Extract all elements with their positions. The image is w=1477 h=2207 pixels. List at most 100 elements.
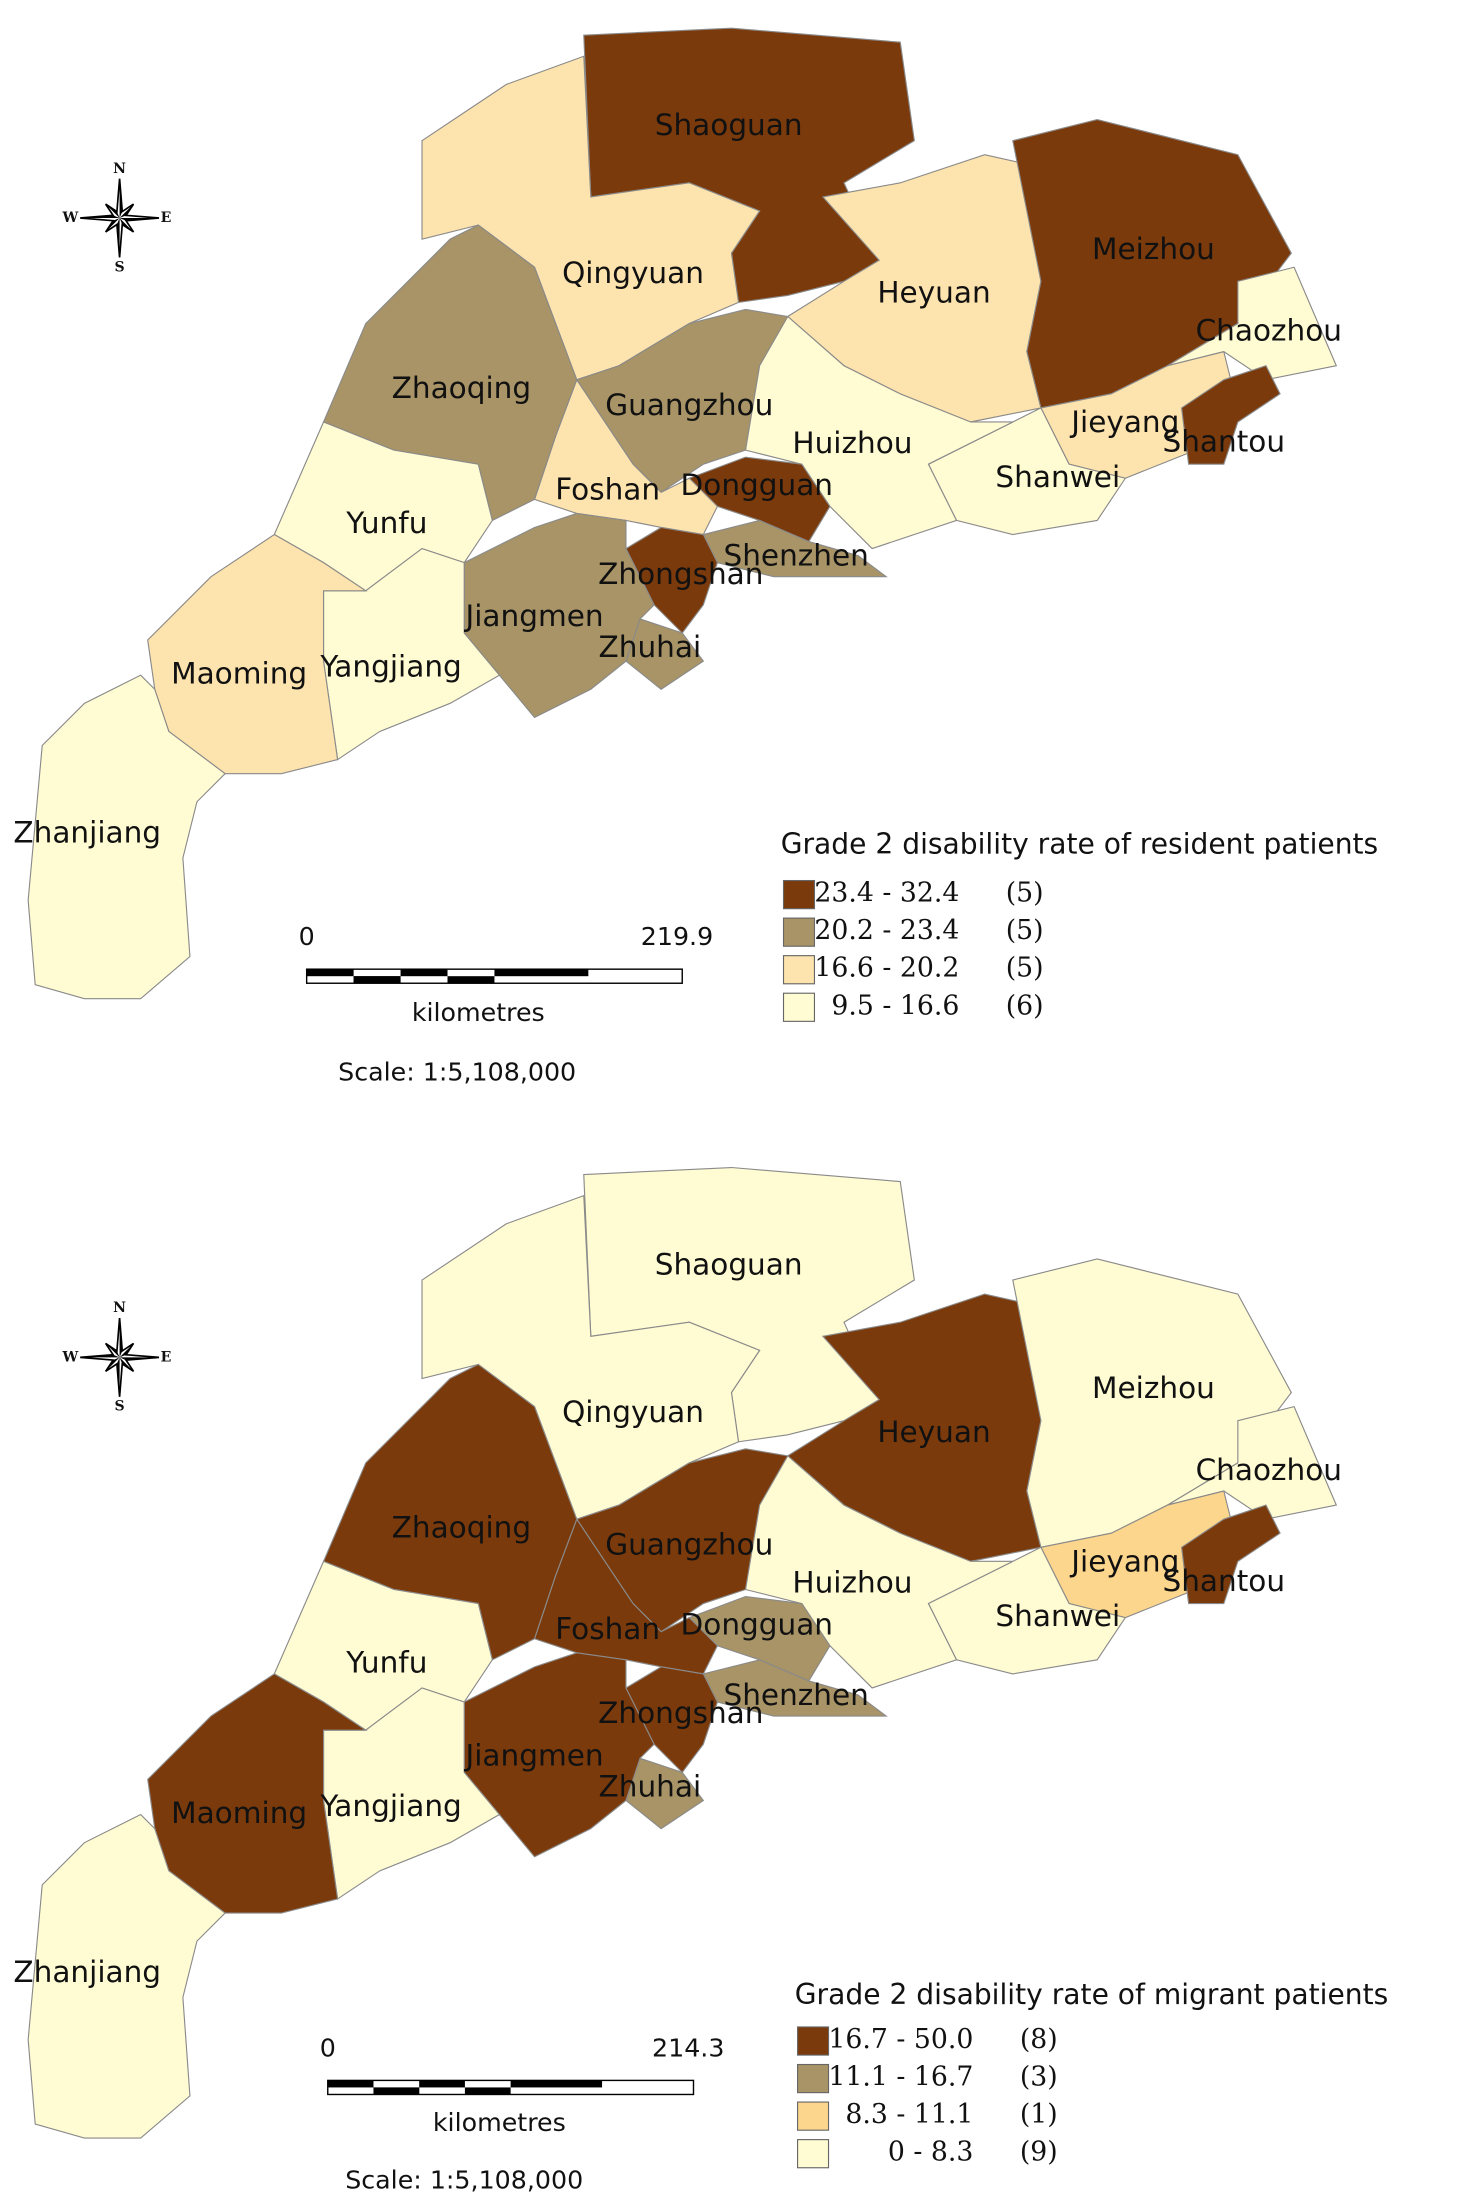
- legend-range: 16.7 - 50.0: [828, 2024, 973, 2055]
- compass-half: [105, 1343, 120, 1358]
- region-label: Shaoguan: [655, 108, 803, 142]
- scale-unit: kilometres: [433, 2108, 566, 2137]
- region-label: Jieyang: [1069, 1544, 1179, 1578]
- region: [1180, 1504, 1281, 1605]
- region: [702, 1659, 888, 1717]
- compass-half: [119, 1343, 134, 1358]
- region-label: Jiangmen: [464, 599, 604, 633]
- region-label: Shenzhen: [723, 539, 868, 573]
- legend-swatch: [797, 2063, 830, 2094]
- scale-segment: [306, 969, 354, 977]
- region: [533, 378, 719, 536]
- scale-segment: [464, 2087, 511, 2095]
- region-label: Dongguan: [681, 1608, 833, 1642]
- region: [688, 1595, 831, 1682]
- scale-unit: kilometres: [412, 998, 545, 1027]
- region-label: Shantou: [1162, 1564, 1285, 1598]
- compass-half: [105, 218, 120, 232]
- region-label: Shanwei: [995, 1599, 1120, 1633]
- legend-range: 9.5 - 16.6: [831, 990, 959, 1021]
- region-label: Shenzhen: [723, 1678, 868, 1712]
- region-label: Jieyang: [1069, 405, 1179, 439]
- region: [1167, 1405, 1338, 1520]
- scale-segment: [353, 976, 401, 984]
- legend-count: (1): [1020, 2099, 1058, 2130]
- legend-range: 11.1 - 16.7: [828, 2062, 973, 2093]
- legend-count: (5): [1006, 878, 1044, 909]
- region-label: Zhongshan: [598, 1696, 763, 1730]
- scale-bar: [305, 968, 683, 984]
- scale-segment: [327, 2080, 374, 2088]
- region-label: Chaozhou: [1196, 1453, 1342, 1487]
- map: Shaoguan Qingyuan Heyuan Meizhou Chaozhou Jie…: [13, 1166, 1342, 2139]
- region-label: Qingyuan: [562, 1395, 704, 1429]
- scale-segment: [447, 976, 495, 984]
- scale-ratio: Scale: 1:5,108,000: [345, 2166, 583, 2195]
- region-label: Foshan: [555, 1612, 660, 1646]
- region: [1167, 266, 1338, 381]
- legend-swatch: [782, 955, 816, 985]
- legend-count: (9): [1020, 2137, 1058, 2168]
- region-label: Zhanjiang: [13, 816, 161, 850]
- region-label: Zhongshan: [598, 557, 763, 591]
- scale-segment: [419, 2080, 465, 2088]
- legend-range: 16.6 - 20.2: [814, 953, 959, 984]
- region-label: Shantou: [1162, 425, 1285, 459]
- region-label: Yunfu: [345, 1646, 427, 1680]
- scale-segment: [494, 969, 589, 977]
- region-label: Yangjiang: [319, 650, 461, 684]
- scale-segment: [400, 969, 448, 977]
- legend-swatch: [797, 2101, 830, 2131]
- legend-swatch: [797, 2026, 830, 2056]
- compass: N S E W: [61, 1300, 171, 1414]
- legend-range: 0 - 8.3: [888, 2137, 974, 2168]
- region: [27, 1813, 226, 2139]
- region: [625, 1666, 719, 1774]
- region: [1180, 365, 1281, 465]
- compass-e: E: [161, 210, 172, 226]
- legend-count: (5): [1006, 953, 1044, 984]
- region: [786, 1293, 1049, 1562]
- compass-half: [80, 1354, 120, 1358]
- region-label: Maoming: [171, 1796, 307, 1830]
- compass-half: [119, 218, 134, 232]
- region-label: Meizhou: [1092, 232, 1215, 266]
- region-label: Shaoguan: [655, 1247, 803, 1281]
- legend-range: 23.4 - 32.4: [814, 878, 959, 909]
- region-label: Heyuan: [877, 275, 990, 309]
- region: [688, 456, 831, 543]
- region-label: Foshan: [555, 472, 660, 506]
- region-label: Yunfu: [345, 506, 427, 540]
- region: [786, 154, 1049, 423]
- scale-segment: [373, 2087, 420, 2095]
- legend-count: (5): [1006, 915, 1044, 946]
- legend-count: (8): [1020, 2024, 1058, 2055]
- region-label: Yangjiang: [319, 1789, 461, 1823]
- legend-range: 20.2 - 23.4: [814, 915, 959, 946]
- region: [625, 526, 719, 634]
- compass-half: [80, 215, 120, 219]
- legend-count: (3): [1020, 2062, 1058, 2093]
- legend-title: Grade 2 disability rate of migrant patie…: [795, 1978, 1389, 2011]
- compass-half: [119, 1357, 134, 1372]
- legend-swatch: [782, 992, 816, 1022]
- scale-end: 219.9: [641, 922, 713, 951]
- legend-range: 8.3 - 11.1: [845, 2099, 973, 2130]
- compass-n: N: [113, 1300, 126, 1316]
- compass: N S E W: [61, 161, 171, 275]
- region-label: Maoming: [171, 657, 307, 691]
- region-label: Chaozhou: [1196, 313, 1342, 347]
- compass-half: [119, 218, 159, 221]
- compass-w: W: [61, 210, 78, 226]
- map: Shaoguan Qingyuan Heyuan Meizhou Chaozhou Jie…: [13, 27, 1342, 1000]
- region-label: Jiangmen: [464, 1738, 604, 1772]
- scale-segment: [510, 2080, 603, 2088]
- legend-swatch: [782, 917, 816, 947]
- region-label: Zhuhai: [599, 630, 702, 664]
- legend-title: Grade 2 disability rate of resident pati…: [781, 827, 1379, 860]
- region-label: Guangzhou: [605, 388, 773, 422]
- legend-swatch: [782, 879, 816, 910]
- region-label: Qingyuan: [562, 256, 704, 290]
- region-label: Zhanjiang: [13, 1955, 161, 1989]
